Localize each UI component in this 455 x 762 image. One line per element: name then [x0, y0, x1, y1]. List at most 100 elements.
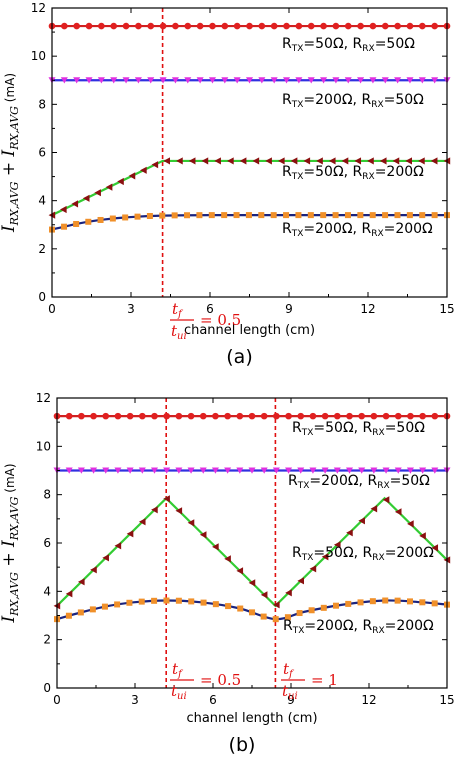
series-0-marker [199, 412, 207, 420]
annotation-part: =200Ω, R [303, 92, 371, 108]
fraction-numerator: tf [172, 300, 184, 320]
series-1-marker [344, 77, 352, 84]
series-0-marker [172, 22, 179, 30]
fraction-denominator: tui [171, 322, 187, 342]
series-1-marker [211, 467, 219, 474]
series-0-marker [212, 412, 219, 420]
series-1-marker [357, 77, 365, 84]
series-2-marker [90, 566, 97, 574]
series-2-marker [316, 157, 323, 165]
fraction-sub: f [288, 669, 295, 680]
series-1-marker [270, 77, 278, 84]
series-0-marker [260, 412, 268, 420]
series-3-marker [308, 607, 315, 614]
series-0-marker [273, 412, 280, 420]
series-3-marker [332, 212, 339, 219]
fraction-numerator: tf [172, 660, 184, 680]
x-tick-label: 9 [285, 302, 293, 316]
y-tick-label: 0 [43, 681, 51, 695]
x-tick-label: 9 [287, 693, 295, 707]
series-0-marker [419, 22, 426, 30]
series-0-marker [78, 412, 85, 420]
series-0-marker [221, 22, 229, 30]
series-1-marker [406, 467, 414, 474]
series-2-marker [71, 200, 79, 208]
series-2-marker [187, 519, 195, 527]
series-1-marker [73, 77, 81, 84]
series-2-marker [297, 577, 305, 585]
y-tick-label: 10 [31, 49, 46, 63]
series-3-marker [221, 212, 228, 219]
panel-label: (a) [226, 346, 252, 368]
annotation-part: =200Ω [385, 618, 434, 634]
series-3-marker [357, 212, 364, 219]
series-annotation: RTX=200Ω, RRX=50Ω [288, 473, 430, 491]
series-2-marker [236, 567, 244, 575]
series-2-marker [367, 157, 374, 165]
x-axis-label: channel length (cm) [186, 711, 317, 726]
series-2-marker [358, 517, 365, 525]
series-1-marker [224, 467, 232, 474]
series-1-marker [382, 467, 390, 474]
series-2-marker [65, 590, 73, 598]
series-0-marker [233, 22, 241, 30]
series-3-marker [159, 212, 166, 219]
annotation-part: =50Ω [385, 420, 426, 436]
series-1-marker [114, 467, 122, 474]
series-2-marker [354, 157, 362, 165]
series-0-marker [321, 412, 329, 420]
series-1-marker [85, 77, 93, 84]
annotation-sub: TX [291, 229, 304, 239]
series-annotation: RTX=200Ω, RRX=200Ω [283, 618, 434, 636]
series-3-marker [431, 212, 438, 219]
series-0-marker [65, 412, 73, 420]
series-0-marker [175, 412, 183, 420]
series-0-marker [135, 22, 142, 30]
series-1-marker [431, 77, 439, 84]
series-0-marker [139, 412, 146, 420]
series-3-marker [260, 613, 267, 620]
series-0-marker [73, 22, 80, 30]
series-2-marker [126, 530, 134, 538]
series-3-marker [233, 212, 240, 219]
series-1-marker [260, 467, 268, 474]
series-2-marker [175, 507, 183, 515]
fraction-part: t [171, 322, 178, 340]
fraction-sub: ui [288, 691, 298, 702]
annotation-sub: RX [372, 553, 384, 563]
series-0-marker [248, 412, 256, 420]
series-3-marker [175, 597, 182, 604]
y-tick-label: 6 [38, 146, 46, 160]
series-3-marker [320, 212, 327, 219]
series-1-marker [321, 467, 329, 474]
series-3-marker [382, 597, 389, 604]
series-0-marker [224, 412, 231, 420]
series-3-marker [249, 609, 256, 616]
fraction-sub: ui [177, 691, 187, 702]
series-1-marker [208, 77, 216, 84]
series-1-marker [283, 77, 291, 84]
series-1-marker [320, 77, 328, 84]
series-2-marker [321, 553, 329, 561]
annotation-sub: RX [372, 428, 384, 438]
series-2-marker [430, 157, 438, 165]
x-tick-label: 3 [131, 693, 139, 707]
series-0-marker [151, 412, 158, 420]
annotation-sub: TX [291, 172, 304, 182]
series-3-marker [394, 212, 401, 219]
annotation-part: R [292, 420, 302, 436]
series-0-marker [126, 412, 134, 420]
series-0-marker [102, 412, 110, 420]
series-2-marker [392, 157, 400, 165]
series-2-marker [114, 542, 122, 550]
series-annotation: RTX=200Ω, RRX=200Ω [282, 221, 433, 239]
fraction-rhs: = 1 [311, 671, 338, 689]
annotation-part: R [288, 473, 298, 489]
plot-frame [56, 397, 448, 689]
series-3-marker [163, 597, 170, 604]
series-1-marker [418, 77, 426, 84]
y-axis-label: IRX,AVG + IRX,AVG (mA) [0, 463, 21, 623]
series-1-marker [258, 77, 266, 84]
